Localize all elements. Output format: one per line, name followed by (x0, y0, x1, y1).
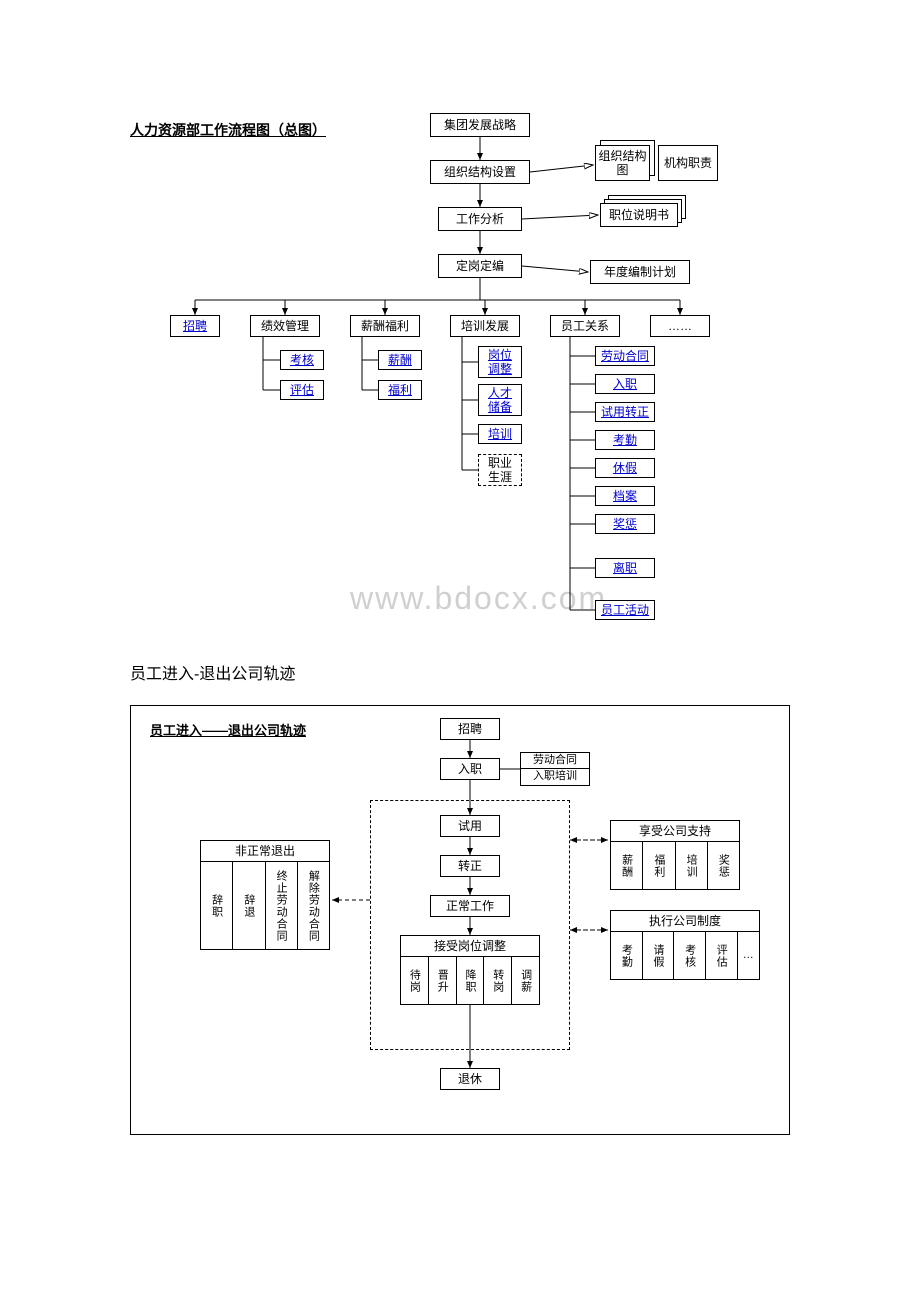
page: www.bdocx.com 人力资源部工作流程图（总图） 集团发展战略 组织结构… (0, 0, 920, 1302)
d2-connectors (0, 0, 920, 1150)
